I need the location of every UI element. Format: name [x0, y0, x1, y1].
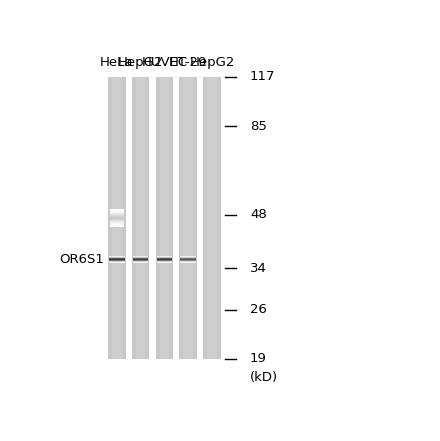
- Bar: [110, 216, 124, 217]
- Bar: [203, 77, 221, 359]
- Text: HepG2: HepG2: [190, 56, 235, 69]
- Text: 85: 85: [250, 120, 267, 133]
- Bar: [110, 222, 124, 223]
- Bar: [180, 77, 197, 359]
- Bar: [160, 77, 169, 359]
- Text: 48: 48: [250, 208, 267, 221]
- Bar: [110, 224, 124, 225]
- Bar: [110, 227, 124, 228]
- Text: HUVEC: HUVEC: [141, 56, 187, 69]
- Text: HepG2: HepG2: [118, 56, 163, 69]
- Bar: [110, 226, 124, 227]
- Bar: [110, 211, 124, 212]
- Bar: [110, 212, 124, 213]
- Bar: [136, 77, 146, 359]
- Bar: [207, 77, 217, 359]
- Bar: [183, 77, 193, 359]
- Text: 19: 19: [250, 352, 267, 365]
- Bar: [108, 77, 125, 359]
- Bar: [110, 210, 124, 211]
- Bar: [110, 213, 124, 214]
- Text: OR6S1: OR6S1: [59, 253, 104, 266]
- Bar: [110, 214, 124, 215]
- Text: 34: 34: [250, 262, 267, 275]
- Bar: [110, 219, 124, 220]
- Text: 26: 26: [250, 303, 267, 316]
- Bar: [132, 77, 150, 359]
- Bar: [110, 225, 124, 226]
- Text: (kD): (kD): [250, 371, 278, 384]
- Text: HeLa: HeLa: [100, 56, 133, 69]
- Bar: [110, 223, 124, 224]
- Bar: [110, 220, 124, 221]
- Bar: [156, 77, 173, 359]
- Bar: [112, 77, 121, 359]
- Bar: [110, 215, 124, 216]
- Bar: [110, 218, 124, 219]
- Bar: [110, 217, 124, 218]
- Text: HT-29: HT-29: [169, 56, 208, 69]
- Bar: [110, 209, 124, 210]
- Text: 117: 117: [250, 70, 275, 83]
- Bar: [110, 221, 124, 222]
- Text: --: --: [105, 253, 119, 266]
